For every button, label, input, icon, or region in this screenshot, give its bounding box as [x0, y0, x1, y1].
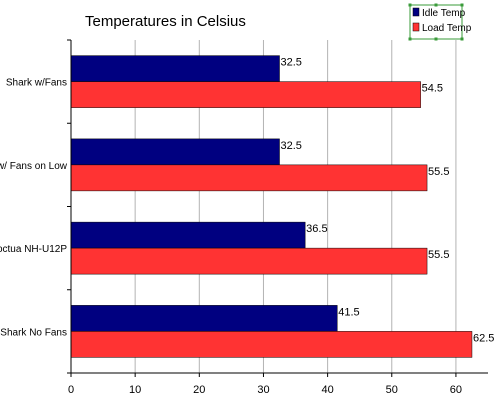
x-tick-label: 0 — [68, 384, 74, 396]
data-label: 32.5 — [281, 140, 302, 152]
legend-handle — [408, 3, 412, 7]
bar-idle — [70, 221, 306, 249]
legend-entry: Load Temp — [422, 23, 472, 34]
x-tick-label: 50 — [386, 384, 398, 396]
x-tick-label: 60 — [450, 384, 462, 396]
category-label: Noctua NH-U12P — [0, 244, 67, 255]
data-label: 41.5 — [338, 306, 359, 318]
category-label: Shark No Fans — [0, 327, 67, 338]
legend-handle — [460, 37, 464, 41]
bar-load — [70, 247, 428, 275]
bar-load — [70, 164, 428, 192]
bar-idle — [70, 138, 280, 166]
x-tick-label: 30 — [257, 384, 269, 396]
data-label: 62.5 — [473, 332, 494, 344]
legend-swatch — [412, 22, 420, 32]
chart-title: Temperatures in Celsius — [85, 13, 246, 30]
data-label: 36.5 — [306, 223, 327, 235]
legend-handle — [408, 37, 412, 41]
legend-entry: Idle Temp — [422, 8, 466, 19]
bar-load — [70, 81, 421, 108]
data-label: 55.5 — [428, 249, 449, 261]
data-label: 54.5 — [422, 83, 443, 95]
bar-idle — [70, 305, 338, 332]
bar-load — [70, 331, 473, 358]
bar-idle — [70, 55, 280, 82]
bars — [70, 55, 473, 358]
x-tick-label: 10 — [129, 384, 141, 396]
x-tick-label: 20 — [193, 384, 205, 396]
legend-handle — [434, 37, 438, 41]
legend-handle — [460, 3, 464, 7]
legend: Idle Temp Load Temp — [408, 3, 472, 41]
data-labels: 32.5 54.5 32.5 55.5 36.5 55.5 41.5 62.5 — [281, 57, 495, 345]
axes: 0 10 20 30 40 50 60 Shark w/Fans Shark w/ Fans o… — [0, 39, 488, 396]
data-label: 55.5 — [428, 166, 449, 178]
data-label: 32.5 — [281, 57, 302, 69]
legend-handle — [434, 3, 438, 7]
x-tick-label: 40 — [321, 384, 333, 396]
legend-swatch — [412, 7, 420, 17]
category-label: Shark w/ Fans on Low — [0, 161, 68, 172]
category-label: Shark w/Fans — [6, 78, 67, 89]
